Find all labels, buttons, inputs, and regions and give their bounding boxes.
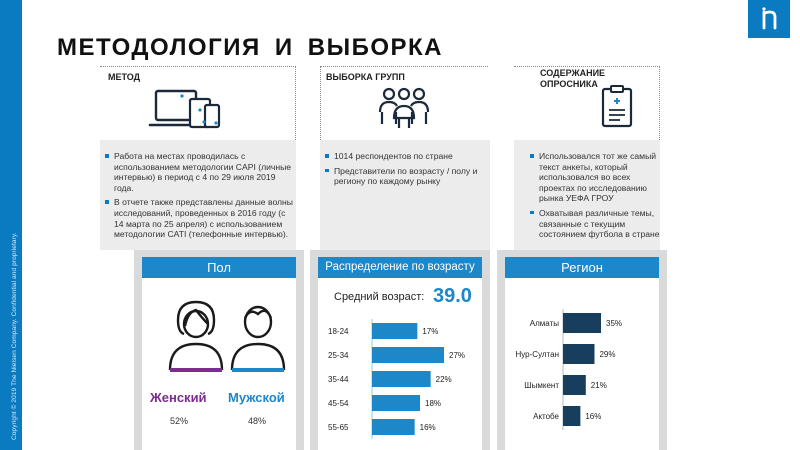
gender-figures (168, 300, 286, 372)
data-label: 17% (422, 327, 438, 336)
data-label: 29% (599, 350, 615, 359)
gender-panel: Пол Женский Мужской 52% 48% (134, 250, 304, 450)
category-label: Шымкент (524, 381, 559, 390)
region-panel-title: Регион (505, 257, 659, 278)
male-pct: 48% (248, 416, 267, 426)
data-label: 16% (585, 412, 601, 421)
category-label: 45-54 (328, 399, 349, 408)
gender-panel-title: Пол (142, 257, 296, 278)
data-label: 18% (425, 399, 441, 408)
side-strip (0, 0, 22, 450)
nielsen-n-icon (762, 7, 777, 30)
sample-box (320, 140, 490, 250)
questionnaire-bullet-1: Использовался тот же самый текст анкеты,… (530, 151, 665, 204)
questionnaire-heading: СОДЕРЖАНИЕ ОПРОСНИКА (540, 68, 606, 89)
bar (372, 323, 418, 339)
category-label: 18-24 (328, 327, 349, 336)
female-pct: 52% (170, 416, 189, 426)
bar (372, 395, 420, 411)
clipboard-icon (601, 85, 633, 128)
method-frame (100, 66, 296, 152)
questionnaire-bullet-2: Охватывая различные темы, связанные с те… (530, 208, 665, 240)
category-label: 35-44 (328, 375, 349, 384)
sample-frame (320, 66, 488, 152)
age-panel-title: Распределение по возрасту (318, 257, 482, 278)
method-bullet-1: Работа на местах проводилась с использов… (105, 151, 293, 193)
male-figure-icon (230, 305, 286, 372)
nielsen-logo (748, 0, 790, 38)
category-label: 25-34 (328, 351, 349, 360)
bar (372, 347, 444, 363)
method-heading: МЕТОД (108, 72, 141, 82)
bar (563, 344, 595, 364)
data-label: 35% (606, 319, 622, 328)
method-box (100, 140, 296, 250)
method-bullet-2: В отчете также представлены данные волны… (105, 197, 293, 239)
devices-icon (148, 89, 221, 129)
questionnaire-frame (514, 66, 660, 152)
region-panel: Регион Алматы 35% Нур-Султан 29% Шымкент 21% А… (497, 250, 667, 450)
data-label: 22% (436, 375, 452, 384)
avg-age-value: 39.0 (433, 285, 472, 307)
age-panel: Распределение по возрасту Средний возрас… (310, 250, 490, 450)
bar (372, 371, 431, 387)
data-label: 21% (591, 381, 607, 390)
questionnaire-bullets: Использовался тот же самый текст анкеты,… (530, 151, 665, 244)
avg-age-label: Средний возраст: (334, 291, 425, 303)
age-panel-body: Средний возраст: 39.0 18-24 17% 25-34 27% 35… (318, 278, 482, 450)
female-label: Женский (150, 390, 207, 405)
page-title: МЕТОДОЛОГИЯ И ВЫБОРКА (57, 34, 444, 61)
copyright-text: Copyright © 2019 The Nielsen Company. Co… (11, 232, 18, 440)
region-panel-body: Алматы 35% Нур-Султан 29% Шымкент 21% Актобе 16… (505, 278, 659, 450)
female-figure-icon (168, 300, 224, 372)
sample-bullet-2: Представители по возрасту / полу и регио… (325, 166, 487, 187)
age-bar-chart: 18-24 17% 25-34 27% 35-44 22% 45-54 18% 55-65 16% (328, 319, 465, 439)
category-label: Алматы (530, 319, 559, 328)
questionnaire-box (514, 140, 660, 250)
category-label: 55-65 (328, 423, 349, 432)
male-label: Мужской (228, 390, 285, 405)
bar (563, 406, 581, 426)
data-label: 16% (420, 423, 436, 432)
category-label: Нур-Султан (515, 350, 559, 359)
bar (372, 419, 415, 435)
bar (563, 313, 601, 333)
method-bullets: Работа на местах проводилась с использов… (105, 151, 293, 244)
data-label: 27% (449, 351, 465, 360)
sample-heading: ВЫБОРКА ГРУПП (326, 72, 405, 82)
region-bar-chart: Алматы 35% Нур-Султан 29% Шымкент 21% Актобе 16… (515, 309, 622, 430)
sample-bullets: 1014 респондентов по стране Представител… (325, 151, 487, 191)
sample-bullet-1: 1014 респондентов по стране (325, 151, 487, 162)
gender-panel-body: Женский Мужской 52% 48% (142, 278, 296, 450)
category-label: Актобе (533, 412, 559, 421)
people-group-icon (378, 87, 430, 128)
bar (563, 375, 586, 395)
